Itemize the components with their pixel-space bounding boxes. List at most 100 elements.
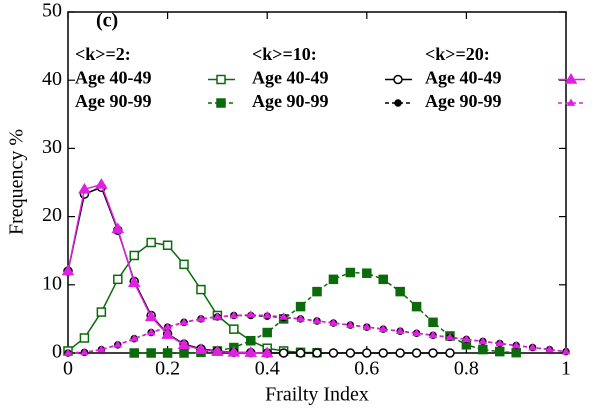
marker <box>445 348 455 358</box>
marker <box>395 326 405 335</box>
marker <box>279 312 288 320</box>
legend-label: Age 40-49 <box>75 68 151 88</box>
marker <box>213 312 222 320</box>
marker <box>511 347 521 358</box>
marker <box>129 250 139 261</box>
legend-marker <box>394 99 402 107</box>
legend-label: Age 90-99 <box>252 91 328 111</box>
marker <box>246 310 256 318</box>
marker <box>362 322 372 330</box>
marker <box>328 274 339 285</box>
marker <box>161 328 174 339</box>
marker <box>511 341 521 349</box>
legend-label: Age 40-49 <box>425 68 501 88</box>
marker <box>144 310 158 322</box>
marker <box>63 348 73 356</box>
marker <box>61 264 75 276</box>
marker <box>478 344 488 355</box>
marker <box>179 348 189 358</box>
marker <box>296 314 305 322</box>
marker <box>146 328 156 336</box>
marker <box>411 301 422 312</box>
x-tick-label: 0 <box>63 358 73 380</box>
marker <box>462 334 471 343</box>
marker <box>211 345 224 356</box>
x-tick-label: 0.4 <box>255 358 280 380</box>
y-tick-label: 40 <box>42 68 62 90</box>
marker <box>127 276 141 288</box>
legend-group-title: <k>=20: <box>425 44 490 64</box>
marker <box>229 324 239 334</box>
marker <box>362 268 372 278</box>
marker <box>395 286 405 297</box>
marker <box>194 343 208 354</box>
y-tick-label: 0 <box>52 341 62 363</box>
series-line <box>67 241 318 354</box>
marker <box>97 345 106 353</box>
marker <box>312 348 322 358</box>
marker <box>260 346 274 358</box>
marker <box>278 348 289 358</box>
legend-marker <box>566 98 576 106</box>
marker <box>113 340 123 348</box>
marker <box>96 307 107 317</box>
marker <box>412 328 421 337</box>
marker <box>162 348 173 358</box>
marker <box>95 178 108 189</box>
legend-marker <box>216 74 226 85</box>
marker <box>262 327 272 338</box>
marker <box>395 348 405 358</box>
marker <box>111 222 125 234</box>
panel-label: (c) <box>96 10 118 32</box>
marker <box>295 301 306 312</box>
marker <box>478 336 488 345</box>
marker <box>163 322 172 330</box>
marker <box>428 330 438 339</box>
marker <box>129 334 139 342</box>
legend-label: Age 90-99 <box>425 91 501 111</box>
marker <box>196 314 206 322</box>
marker <box>378 324 388 332</box>
marker <box>80 347 89 356</box>
marker <box>229 311 239 319</box>
y-tick-label: 20 <box>42 204 62 226</box>
legend-label: Age 90-99 <box>75 91 151 111</box>
marker <box>179 317 189 326</box>
series-line <box>67 186 450 354</box>
marker <box>345 267 356 278</box>
y-axis-label: Frequency % <box>6 129 28 235</box>
marker <box>328 348 339 358</box>
marker <box>411 348 422 358</box>
marker <box>362 348 372 358</box>
marker <box>129 348 139 358</box>
legend-marker <box>216 98 226 108</box>
marker <box>561 347 571 355</box>
marker <box>545 345 554 353</box>
marker <box>295 348 306 358</box>
marker <box>312 286 322 297</box>
marker <box>262 311 272 319</box>
x-tick-label: 0.8 <box>454 358 479 380</box>
marker <box>428 317 438 328</box>
series-line <box>134 271 517 354</box>
legend-marker <box>564 73 578 84</box>
marker <box>244 346 258 357</box>
x-axis-label: Frailty Index <box>265 384 369 406</box>
marker <box>177 338 191 350</box>
marker <box>528 343 537 351</box>
marker <box>329 318 338 326</box>
marker <box>495 338 505 347</box>
marker <box>246 335 256 346</box>
y-tick-label: 50 <box>42 0 62 22</box>
marker <box>146 348 156 358</box>
legend-marker <box>393 74 403 85</box>
marker <box>345 348 356 358</box>
marker <box>445 332 455 341</box>
plot-frame <box>67 11 567 354</box>
marker <box>428 348 438 358</box>
marker <box>312 316 322 324</box>
marker <box>378 348 388 358</box>
marker <box>495 346 505 357</box>
marker <box>113 274 123 285</box>
